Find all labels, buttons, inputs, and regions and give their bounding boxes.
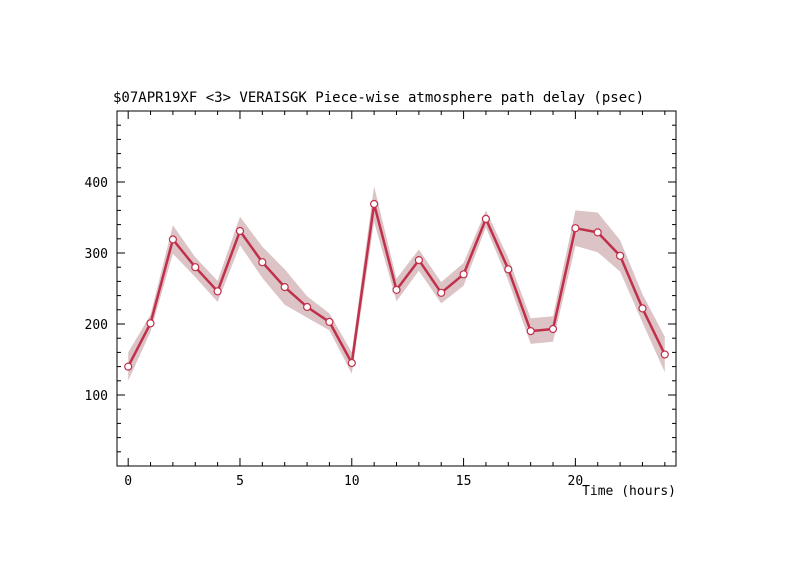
y-tick-label: 100 — [85, 389, 108, 404]
data-point — [280, 283, 289, 292]
error-band-layer — [128, 186, 665, 381]
data-point — [437, 288, 446, 297]
x-tick-label: 0 — [124, 474, 132, 489]
data-point — [481, 214, 490, 223]
data-point — [548, 324, 558, 334]
data-point — [638, 304, 647, 313]
axis-ticks — [117, 111, 676, 466]
x-tick-label: 20 — [568, 474, 584, 489]
data-point — [370, 199, 379, 209]
data-point — [213, 287, 222, 296]
y-tick-label: 200 — [85, 318, 108, 333]
data-point — [347, 358, 356, 368]
data-point — [258, 258, 267, 267]
data-point — [593, 228, 602, 237]
data-point — [146, 319, 155, 328]
data-point — [303, 302, 312, 312]
data-point — [392, 285, 401, 294]
x-axis-label: Time (hours) — [582, 484, 676, 499]
x-tick-label: 15 — [456, 474, 472, 489]
data-point — [414, 256, 423, 265]
data-point — [191, 263, 200, 272]
x-tick-label: 5 — [236, 474, 244, 489]
chart-title: $07APR19XF <3> VERAISGK Piece-wise atmos… — [113, 90, 644, 106]
data-point — [504, 265, 513, 274]
data-point — [615, 251, 625, 260]
data-marker-layer — [124, 199, 669, 371]
data-point — [571, 224, 580, 233]
y-tick-label: 400 — [85, 176, 108, 191]
data-point — [325, 317, 334, 326]
y-tick-label: 300 — [85, 247, 108, 262]
data-point — [459, 270, 468, 279]
error-band — [128, 186, 665, 381]
data-point — [168, 235, 177, 244]
data-point — [526, 327, 535, 336]
x-tick-label: 10 — [344, 474, 360, 489]
data-point — [660, 350, 669, 359]
data-point — [124, 362, 133, 371]
data-point — [235, 226, 245, 236]
tick-labels: 0 5 10 15 20 100 200 300 400 — [85, 176, 584, 489]
